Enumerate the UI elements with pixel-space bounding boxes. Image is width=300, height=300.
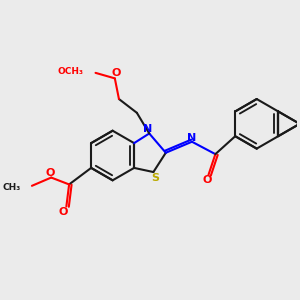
Text: N: N: [187, 134, 196, 143]
Text: O: O: [112, 68, 121, 78]
Text: O: O: [202, 175, 212, 185]
Text: S: S: [151, 173, 159, 183]
Text: OCH₃: OCH₃: [57, 67, 83, 76]
Text: N: N: [143, 124, 152, 134]
Text: CH₃: CH₃: [3, 183, 21, 192]
Text: O: O: [58, 207, 68, 217]
Text: O: O: [45, 168, 55, 178]
